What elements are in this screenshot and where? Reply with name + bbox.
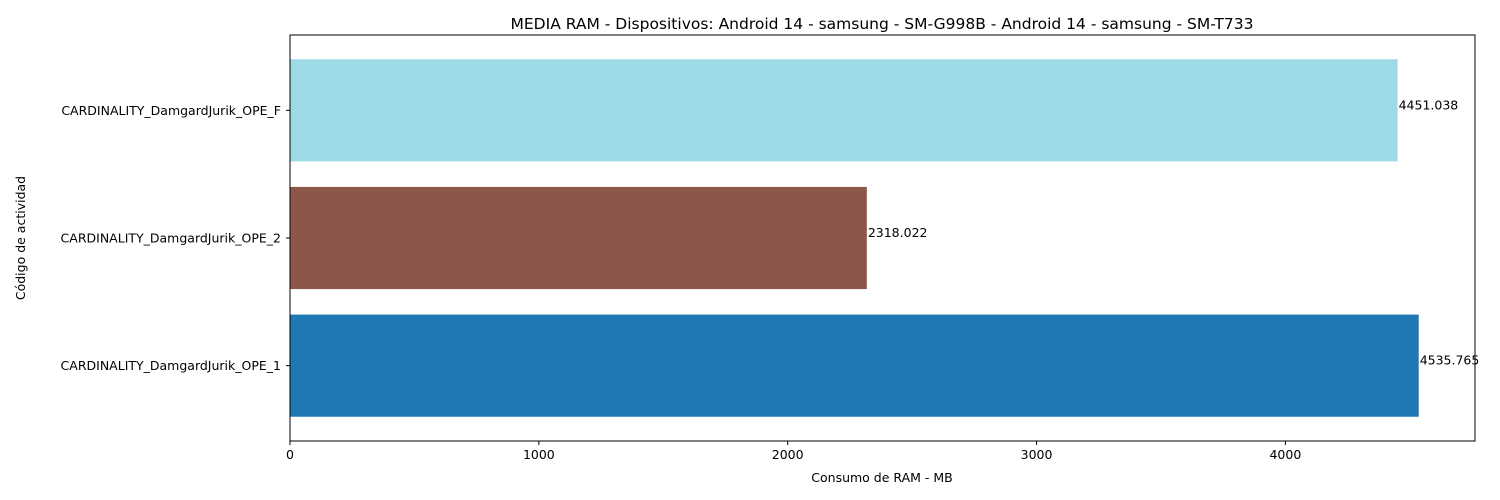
y-axis: CARDINALITY_DamgardJurik_OPE_1 CARDINALIT… <box>61 103 290 373</box>
bar-value-label: 4535.765 <box>1420 353 1480 368</box>
x-tick-label: 0 <box>286 447 294 462</box>
chart-title: MEDIA RAM - Dispositivos: Android 14 - s… <box>511 15 1254 33</box>
x-axis-label: Consumo de RAM - MB <box>811 470 952 485</box>
bar-value-label: 2318.022 <box>868 225 928 240</box>
y-tick-label: CARDINALITY_DamgardJurik_OPE_1 <box>61 358 281 373</box>
y-tick-label: CARDINALITY_DamgardJurik_OPE_F <box>61 103 281 118</box>
x-tick-label: 2000 <box>772 447 804 462</box>
x-tick-label: 3000 <box>1021 447 1053 462</box>
y-axis-label: Código de actividad <box>13 176 28 300</box>
bar <box>290 59 1398 162</box>
y-tick-label: CARDINALITY_DamgardJurik_OPE_2 <box>61 231 281 246</box>
bar <box>290 186 867 290</box>
bar <box>290 314 1419 417</box>
x-tick-label: 4000 <box>1269 447 1301 462</box>
x-tick-label: 1000 <box>523 447 555 462</box>
bar-value-label: 4451.038 <box>1399 97 1459 112</box>
x-axis: 0 1000 2000 3000 4000 <box>286 441 1301 462</box>
value-labels-group: 4535.765 2318.022 4451.038 <box>868 97 1480 367</box>
bars-group <box>290 59 1419 417</box>
